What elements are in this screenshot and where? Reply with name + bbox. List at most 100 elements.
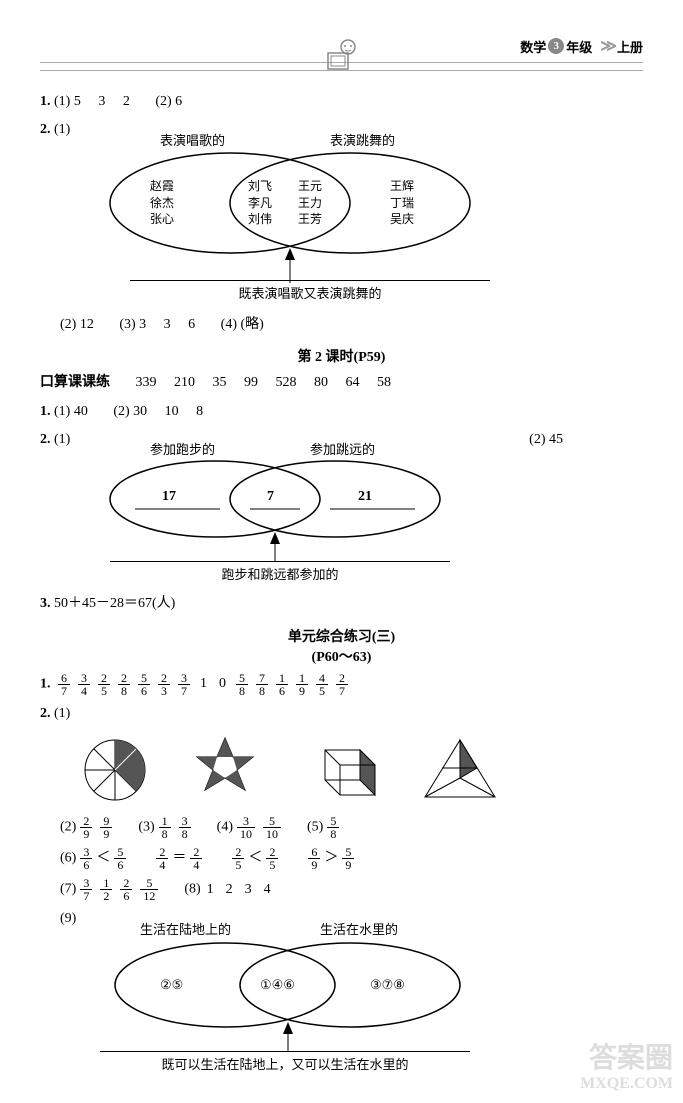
name: 丁瑞 bbox=[390, 195, 414, 212]
p8-val: 2 bbox=[226, 882, 233, 897]
name: 王元 bbox=[298, 178, 322, 195]
venn3-right-val: ③⑦⑧ bbox=[370, 977, 405, 993]
name: 李凡 bbox=[248, 195, 272, 212]
fraction: 25 bbox=[98, 672, 110, 697]
lesson2-title: 第 2 课时(P59) bbox=[40, 346, 643, 366]
venn2-svg bbox=[100, 457, 460, 567]
part-label: (3) bbox=[138, 820, 154, 835]
p7-label: (7) bbox=[60, 882, 76, 897]
q2-p4-val: (略) bbox=[240, 317, 263, 332]
u3q1-num: 1. bbox=[40, 676, 51, 691]
venn1-left-names: 赵霞 徐杰 张心 bbox=[150, 178, 174, 228]
venn1-right-title: 表演跳舞的 bbox=[330, 130, 395, 149]
unit3-q2-header: 2. (1) bbox=[40, 703, 643, 725]
unit3-q1: 1. 6734252856233710587816194527 bbox=[40, 672, 643, 697]
part-label: (5) bbox=[307, 820, 323, 835]
venn3-caption: 既可以生活在陆地上，又可以生活在水里的 bbox=[100, 1051, 470, 1073]
venn1-left-title: 表演唱歌的 bbox=[160, 130, 225, 149]
p8-val: 1 bbox=[207, 882, 214, 897]
unit3-title1: 单元综合练习(三) bbox=[40, 626, 643, 646]
l2q1-p1v: 40 bbox=[74, 404, 88, 419]
op: ＜ bbox=[96, 851, 110, 866]
name: 刘伟 bbox=[248, 211, 272, 228]
int-val: 1 bbox=[200, 676, 207, 691]
u3q2-p6: (6)36＜5624＝2425＜2569＞59 bbox=[60, 846, 643, 871]
fraction: 510 bbox=[263, 815, 281, 840]
l2q1-p2l: (2) bbox=[113, 404, 129, 419]
op: ＞ bbox=[324, 851, 338, 866]
oral-val: 64 bbox=[346, 375, 360, 390]
venn1-mid-r: 王元 王力 王芳 bbox=[298, 178, 322, 228]
name: 王力 bbox=[298, 195, 322, 212]
fraction: 24 bbox=[156, 846, 168, 871]
shapes-row bbox=[80, 735, 643, 805]
watermark: 答案圈 MXQE.COM bbox=[580, 1044, 673, 1092]
q2-p3-label: (3) bbox=[119, 317, 135, 332]
l2q1-num: 1. bbox=[40, 404, 51, 419]
fraction: 29 bbox=[80, 815, 92, 840]
q1-p1-v1: 5 bbox=[74, 94, 81, 109]
q1-num: 1. bbox=[40, 94, 51, 109]
q1-p1-label: (1) bbox=[54, 94, 70, 109]
fraction: 512 bbox=[140, 877, 158, 902]
watermark-l2: MXQE.COM bbox=[580, 1075, 673, 1093]
l2q2-p2l: (2) bbox=[529, 432, 545, 447]
fraction: 56 bbox=[114, 846, 126, 871]
fraction: 38 bbox=[179, 815, 191, 840]
fraction: 69 bbox=[308, 846, 320, 871]
fraction: 28 bbox=[118, 672, 130, 697]
q1-line: 1. (1) 5 3 2 (2) 6 bbox=[40, 91, 643, 113]
p6-label: (6) bbox=[60, 851, 76, 866]
venn1-caption: 既表演唱歌又表演跳舞的 bbox=[130, 280, 490, 302]
header-subject: 数学 bbox=[520, 37, 546, 56]
l2q1-p1l: (1) bbox=[54, 404, 70, 419]
fraction: 27 bbox=[336, 672, 348, 697]
header-grade-suffix: 年级 bbox=[566, 37, 592, 56]
q1-p1-v3: 2 bbox=[123, 94, 130, 109]
q1-p2-label: (2) bbox=[155, 94, 171, 109]
fraction: 45 bbox=[316, 672, 328, 697]
fraction: 36 bbox=[80, 846, 92, 871]
fraction: 99 bbox=[100, 815, 112, 840]
oral-val: 210 bbox=[174, 375, 195, 390]
name: 吴庆 bbox=[390, 211, 414, 228]
name: 王辉 bbox=[390, 178, 414, 195]
venn2-left-val: 17 bbox=[162, 489, 176, 505]
name: 徐杰 bbox=[150, 195, 174, 212]
fraction: 34 bbox=[78, 672, 90, 697]
u3q2-line1: (2)2999(3)1838(4)310510(5)58 bbox=[60, 815, 643, 840]
l2q2-num: 2. bbox=[40, 432, 51, 447]
venn3-right-title: 生活在水里的 bbox=[320, 919, 398, 938]
q2-p2-label: (2) bbox=[60, 317, 76, 332]
fraction: 23 bbox=[158, 672, 170, 697]
header-cartoon-icon bbox=[322, 35, 362, 75]
venn1-mid-l: 刘飞 李凡 刘伟 bbox=[248, 178, 272, 228]
name: 刘飞 bbox=[248, 178, 272, 195]
venn2: 参加跑步的 参加跳远的 17 7 21 跑步和跳远都参加的 bbox=[100, 457, 520, 587]
lesson2-q3: 3. 50＋45－28＝67(人) bbox=[40, 593, 643, 615]
oral-val: 99 bbox=[244, 375, 258, 390]
page-header: 数学 3 年级 ≫ 上册 bbox=[40, 20, 643, 71]
venn1-right-names: 王辉 丁瑞 吴庆 bbox=[390, 178, 414, 228]
oral-label: 口算课课练 bbox=[40, 375, 110, 390]
l2q2-p2: (2) 45 bbox=[529, 429, 563, 451]
int-val: 0 bbox=[219, 676, 226, 691]
q1-p1-v2: 3 bbox=[98, 94, 105, 109]
header-right: 数学 3 年级 ≫ 上册 bbox=[520, 36, 643, 56]
pie-shape bbox=[80, 735, 150, 805]
p8-val: 3 bbox=[245, 882, 252, 897]
chevron-icon: ≫ bbox=[600, 36, 617, 56]
fraction: 19 bbox=[296, 672, 308, 697]
fraction: 58 bbox=[327, 815, 339, 840]
grade-badge: 3 bbox=[548, 38, 564, 54]
fraction: 25 bbox=[232, 846, 244, 871]
q2-p3-v3: 6 bbox=[188, 317, 195, 332]
fraction: 56 bbox=[138, 672, 150, 697]
venn2-right-val: 21 bbox=[358, 489, 372, 505]
l2q3-expr: 50＋45－28＝67(人) bbox=[54, 596, 175, 611]
q2-p3-v1: 3 bbox=[139, 317, 146, 332]
fraction: 310 bbox=[237, 815, 255, 840]
cube-shape bbox=[300, 735, 380, 805]
u3q2-num: 2. bbox=[40, 706, 51, 721]
lesson2-q1: 1. (1) 40 (2) 30 10 8 bbox=[40, 401, 643, 423]
